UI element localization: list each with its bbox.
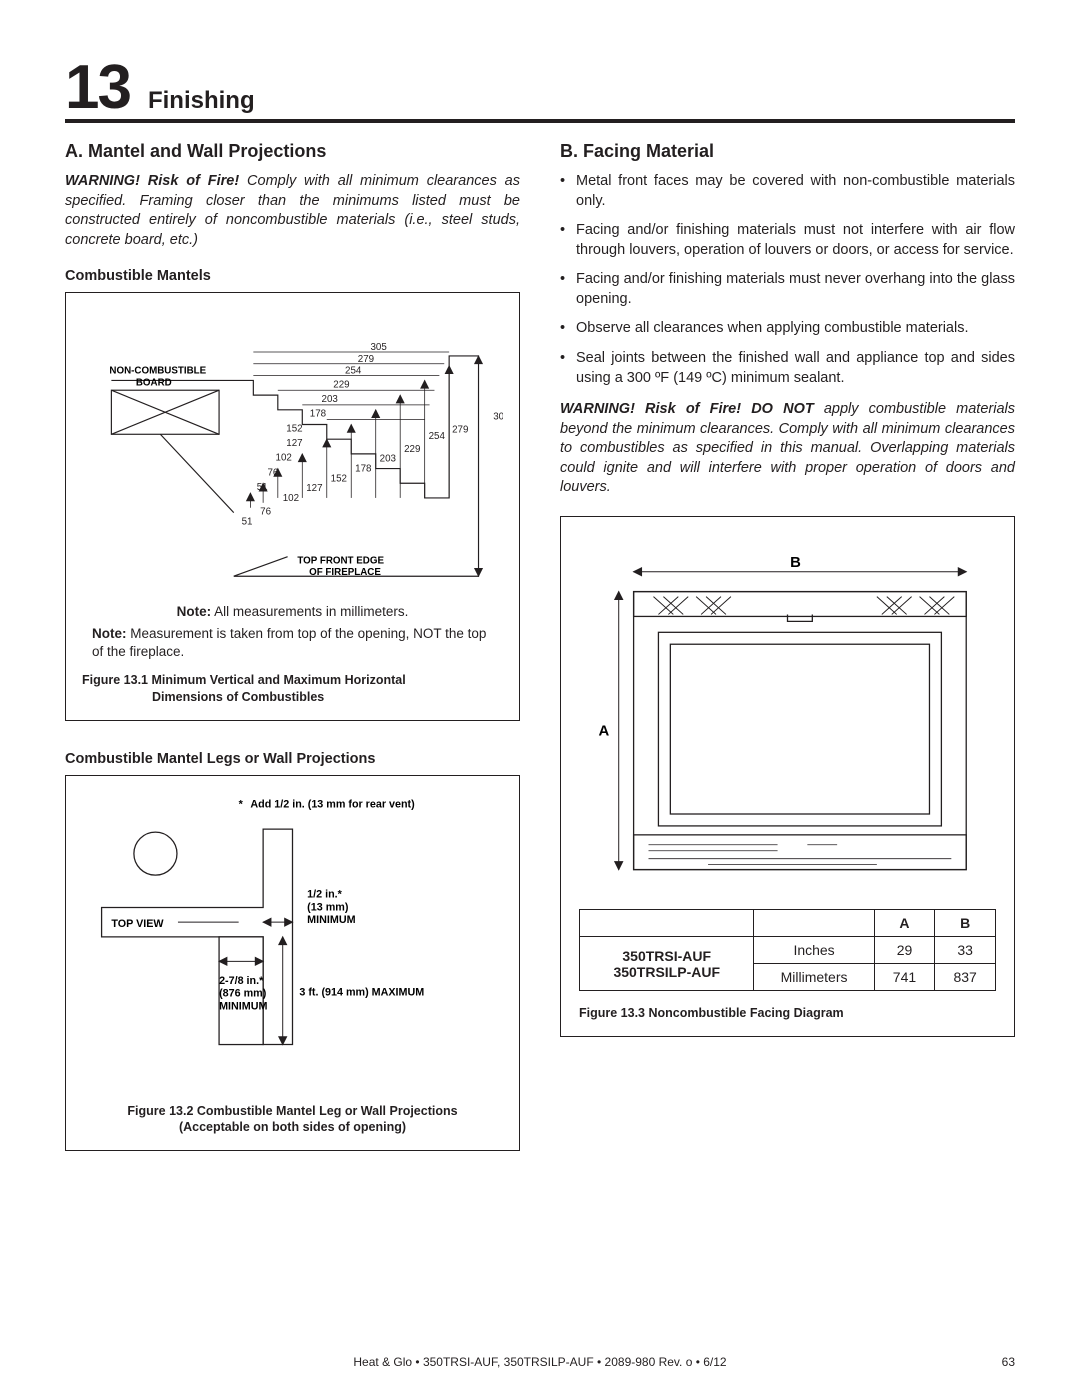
section-b-heading: B. Facing Material bbox=[560, 141, 1015, 162]
noncomb-label-1: NON-COMBUSTIBLE bbox=[109, 366, 206, 377]
dim-v-178: 178 bbox=[355, 464, 372, 475]
chapter-title: Finishing bbox=[148, 87, 255, 119]
combustible-mantels-subhead: Combustible Mantels bbox=[65, 268, 520, 284]
model-2: 350TRSILP-AUF bbox=[613, 964, 720, 980]
list-item: Seal joints between the finished wall an… bbox=[560, 349, 1015, 388]
footer-text: Heat & Glo • 350TRSI-AUF, 350TRSILP-AUF … bbox=[353, 1355, 726, 1369]
page-footer: Heat & Glo • 350TRSI-AUF, 350TRSILP-AUF … bbox=[0, 1355, 1080, 1369]
dim-v-279: 279 bbox=[452, 425, 468, 436]
fig1-note-mm: Note: All measurements in millimeters. bbox=[82, 604, 503, 619]
dim-v-127: 127 bbox=[306, 483, 322, 494]
col-a: A bbox=[874, 910, 935, 937]
chapter-number: 13 bbox=[65, 60, 130, 116]
figure-13-2-box: * Add 1/2 in. (13 mm for rear vent) TOP … bbox=[65, 775, 520, 1151]
caption-line-2: Dimensions of Combustibles bbox=[82, 690, 324, 704]
mantel-leg-diagram: * Add 1/2 in. (13 mm for rear vent) TOP … bbox=[82, 790, 503, 1094]
note-bold: Note: bbox=[177, 604, 212, 619]
unit-mm: Millimeters bbox=[754, 964, 874, 991]
dim-h-152: 152 bbox=[286, 424, 302, 435]
left-column: A. Mantel and Wall Projections WARNING! … bbox=[65, 141, 520, 1181]
table-row: 350TRSI-AUF 350TRSILP-AUF Inches 29 33 bbox=[580, 937, 996, 964]
fig1-note-opening: Note: Measurement is taken from top of t… bbox=[82, 625, 503, 660]
dim-v-51: 51 bbox=[242, 517, 253, 528]
list-item: Observe all clearances when applying com… bbox=[560, 319, 1015, 339]
figure-13-1-caption: Figure 13.1 Minimum Vertical and Maximum… bbox=[82, 672, 503, 706]
page-number: 63 bbox=[1002, 1355, 1015, 1369]
warning-strong: WARNING! Risk of Fire! bbox=[65, 173, 239, 189]
dim-a-label: A bbox=[598, 723, 609, 739]
half-in: 1/2 in.* bbox=[307, 889, 342, 901]
chapter-header: 13 Finishing bbox=[65, 60, 1015, 123]
val-b-mm: 837 bbox=[935, 964, 996, 991]
val-a-in: 29 bbox=[874, 937, 935, 964]
two-column-layout: A. Mantel and Wall Projections WARNING! … bbox=[65, 141, 1015, 1181]
dim-h-254: 254 bbox=[345, 366, 362, 377]
noncomb-label-2: BOARD bbox=[136, 378, 172, 389]
warning-strong-b: WARNING! Risk of Fire! DO NOT bbox=[560, 401, 814, 417]
note-text: All measurements in millimeters. bbox=[211, 604, 408, 619]
list-item: Metal front faces may be covered with no… bbox=[560, 172, 1015, 211]
dim-h-203: 203 bbox=[322, 394, 339, 405]
dim-h-229: 229 bbox=[333, 380, 349, 391]
dim-v-229: 229 bbox=[404, 444, 420, 455]
figure-13-1-box: 305 279 254 229 203 178 152 127 102 76 5… bbox=[65, 292, 520, 721]
figure-13-3-caption: Figure 13.3 Noncombustible Facing Diagra… bbox=[579, 1005, 996, 1022]
dim-h-178: 178 bbox=[310, 409, 327, 420]
figure-13-3-box: B A A B 350TRSI-AUF bbox=[560, 516, 1015, 1037]
mantel-legs-subhead: Combustible Mantel Legs or Wall Projecti… bbox=[65, 751, 520, 767]
dim-h-102: 102 bbox=[276, 453, 292, 464]
dim-h-279: 279 bbox=[358, 354, 374, 365]
caption-line-2: (Acceptable on both sides of opening) bbox=[179, 1120, 406, 1134]
unit-inches: Inches bbox=[754, 937, 874, 964]
note-bold-2: Note: bbox=[92, 626, 127, 641]
dim-h-305: 305 bbox=[370, 342, 387, 353]
asterisk-note: Add 1/2 in. (13 mm for rear vent) bbox=[250, 799, 415, 811]
dim-v-102: 102 bbox=[283, 493, 299, 504]
top-view-label: TOP VIEW bbox=[111, 918, 164, 930]
facing-material-bullets: Metal front faces may be covered with no… bbox=[560, 172, 1015, 388]
section-b-warning: WARNING! Risk of Fire! DO NOT apply comb… bbox=[560, 400, 1015, 498]
caption-line-1: Figure 13.1 Minimum Vertical and Maximum… bbox=[82, 673, 406, 687]
dim-v-76: 76 bbox=[260, 507, 271, 518]
list-item: Facing and/or finishing materials must n… bbox=[560, 270, 1015, 309]
dim-v-152: 152 bbox=[331, 474, 347, 485]
section-a-heading: A. Mantel and Wall Projections bbox=[65, 141, 520, 162]
w-in: 2-7/8 in.* bbox=[219, 975, 264, 987]
top-front-edge-1: TOP FRONT EDGE bbox=[297, 556, 384, 567]
val-b-in: 33 bbox=[935, 937, 996, 964]
model-1: 350TRSI-AUF bbox=[622, 948, 711, 964]
val-a-mm: 741 bbox=[874, 964, 935, 991]
w-mm: (876 mm) bbox=[219, 988, 267, 1000]
facing-diagram: B A bbox=[579, 537, 996, 894]
asterisk: * bbox=[239, 799, 244, 811]
depth-label: 3 ft. (914 mm) MAXIMUM bbox=[299, 987, 424, 999]
section-a-warning: WARNING! Risk of Fire! Comply with all m… bbox=[65, 172, 520, 250]
top-front-edge-2: OF FIREPLACE bbox=[309, 568, 381, 579]
figure-13-2-caption: Figure 13.2 Combustible Mantel Leg or Wa… bbox=[82, 1103, 503, 1137]
w-min: MINIMUM bbox=[219, 1000, 267, 1012]
dim-v-305: 305 bbox=[493, 412, 503, 423]
dim-v-254: 254 bbox=[429, 431, 446, 442]
right-column: B. Facing Material Metal front faces may… bbox=[560, 141, 1015, 1181]
dim-h-127: 127 bbox=[286, 438, 302, 449]
half-min: MINIMUM bbox=[307, 914, 355, 926]
dim-b-label: B bbox=[790, 555, 801, 571]
list-item: Facing and/or finishing materials must n… bbox=[560, 221, 1015, 260]
half-mm: (13 mm) bbox=[307, 901, 349, 913]
mantel-clearance-diagram: 305 279 254 229 203 178 152 127 102 76 5… bbox=[82, 307, 503, 591]
dim-v-203: 203 bbox=[380, 454, 397, 465]
note-text-2: Measurement is taken from top of the ope… bbox=[92, 626, 486, 659]
dimension-table: A B 350TRSI-AUF 350TRSILP-AUF Inches 29 … bbox=[579, 909, 996, 991]
caption-line-1: Figure 13.2 Combustible Mantel Leg or Wa… bbox=[127, 1104, 457, 1118]
model-cell: 350TRSI-AUF 350TRSILP-AUF bbox=[580, 937, 754, 991]
col-b: B bbox=[935, 910, 996, 937]
table-row: A B bbox=[580, 910, 996, 937]
